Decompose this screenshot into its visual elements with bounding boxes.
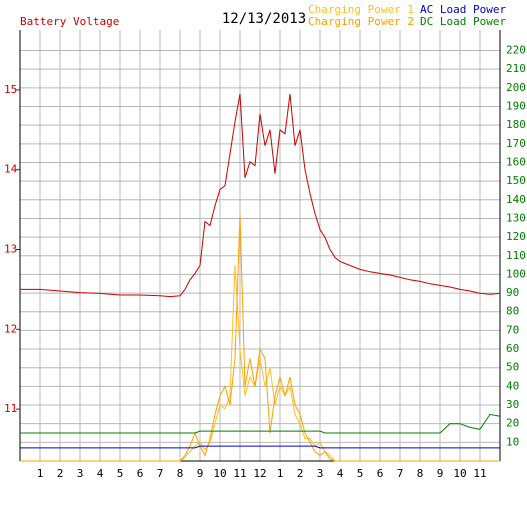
x-tick-label: 12 (253, 467, 266, 480)
y2-tick-label: 20 (506, 417, 519, 430)
y-tick-label: 12 (4, 322, 17, 335)
y2-tick-label: 120 (506, 230, 526, 243)
x-tick-label: 8 (177, 467, 184, 480)
legend-entry: Charging Power 2 (308, 15, 414, 28)
series-line (20, 93, 501, 298)
y-tick-label: 13 (4, 242, 17, 255)
y2-tick-label: 130 (506, 211, 526, 224)
y2-tick-label: 50 (506, 361, 519, 374)
x-tick-label: 5 (117, 467, 124, 480)
legend-entry: DC Load Power (420, 15, 506, 28)
y2-tick-label: 140 (506, 193, 526, 206)
y2-tick-label: 110 (506, 249, 526, 262)
chart-title: 12/13/2013 (222, 11, 306, 27)
x-tick-label: 1 (37, 467, 44, 480)
y-tick-label: 11 (4, 402, 17, 415)
x-tick-label: 11 (233, 467, 246, 480)
y2-tick-label: 80 (506, 305, 519, 318)
x-tick-label: 2 (57, 467, 64, 480)
x-tick-label: 4 (97, 467, 104, 480)
x-tick-label: 1 (277, 467, 284, 480)
y2-tick-label: 30 (506, 398, 519, 411)
y2-tick-label: 170 (506, 137, 526, 150)
x-tick-label: 10 (213, 467, 226, 480)
y2-tick-label: 180 (506, 118, 526, 131)
x-tick-label: 3 (317, 467, 324, 480)
x-tick-label: 6 (137, 467, 144, 480)
y2-tick-label: 210 (506, 62, 526, 75)
y2-tick-label: 100 (506, 267, 526, 280)
x-tick-label: 9 (437, 467, 444, 480)
y2-tick-label: 200 (506, 81, 526, 94)
x-tick-label: 9 (197, 467, 204, 480)
x-tick-label: 3 (77, 467, 84, 480)
x-tick-label: 11 (473, 467, 486, 480)
y2-tick-label: 10 (506, 435, 519, 448)
x-tick-label: 8 (417, 467, 424, 480)
y2-tick-label: 90 (506, 286, 519, 299)
y2-tick-label: 70 (506, 323, 519, 336)
x-tick-label: 2 (297, 467, 304, 480)
y2-tick-label: 150 (506, 174, 526, 187)
legend-entry: AC Load Power (420, 3, 506, 16)
legend-entry: Charging Power 1 (308, 3, 414, 16)
series-line (20, 413, 501, 434)
x-tick-label: 7 (157, 467, 164, 480)
y2-tick-label: 190 (506, 99, 526, 112)
y2-tick-label: 220 (506, 44, 526, 57)
series-line (20, 214, 500, 462)
x-tick-label: 5 (357, 467, 364, 480)
y2-tick-label: 40 (506, 379, 519, 392)
y-axis-title: Battery Voltage (20, 15, 119, 28)
series-line (20, 445, 500, 449)
y2-tick-label: 160 (506, 155, 526, 168)
x-tick-label: 10 (453, 467, 466, 480)
y-tick-label: 15 (4, 83, 17, 96)
x-tick-label: 7 (397, 467, 404, 480)
y-tick-label: 14 (4, 163, 18, 176)
x-tick-label: 4 (337, 467, 344, 480)
x-tick-label: 6 (377, 467, 384, 480)
y2-tick-label: 60 (506, 342, 519, 355)
